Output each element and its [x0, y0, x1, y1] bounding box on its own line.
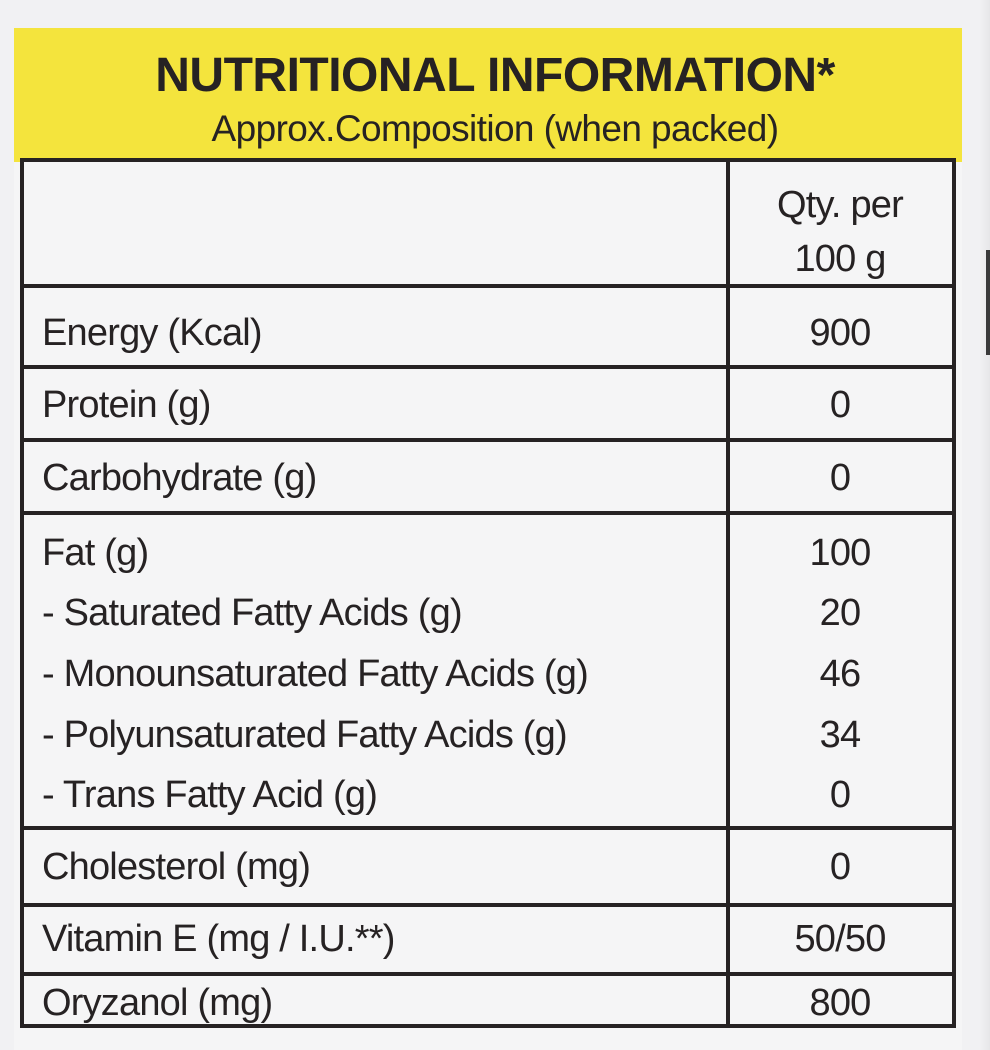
subrow-label-polyunsaturated: - Polyunsaturated Fatty Acids (g) — [42, 714, 568, 756]
subrow-label-saturated: - Saturated Fatty Acids (g) — [42, 592, 463, 634]
row-label-protein: Protein (g) — [42, 384, 211, 426]
right-edge — [980, 0, 990, 1050]
horizontal-divider — [24, 972, 952, 976]
horizontal-divider — [24, 438, 952, 442]
row-value-fat: 100 — [809, 532, 871, 574]
row-label-energy: Energy (Kcal) — [42, 312, 263, 354]
horizontal-divider — [24, 365, 952, 369]
subrow-value-polyunsaturated: 34 — [819, 714, 861, 756]
row-label-vitamin-e: Vitamin E (mg / I.U.**) — [42, 918, 395, 960]
row-value-carbohydrate: 0 — [829, 457, 851, 499]
horizontal-divider — [24, 903, 952, 907]
vertical-divider — [726, 162, 730, 1024]
subrow-value-monounsaturated: 46 — [819, 653, 861, 695]
row-value-protein: 0 — [829, 384, 851, 426]
horizontal-divider — [24, 284, 952, 288]
composition-subtitle: Approx.Composition (when packed) — [211, 108, 780, 149]
horizontal-divider — [24, 826, 952, 830]
row-value-oryzanol: 800 — [809, 982, 871, 1024]
row-label-fat: Fat (g) — [42, 532, 149, 574]
row-value-vitamin-e: 50/50 — [794, 918, 886, 960]
subrow-label-monounsaturated: - Monounsaturated Fatty Acids (g) — [42, 653, 589, 695]
edge-notch — [986, 250, 990, 355]
row-value-cholesterol: 0 — [829, 846, 851, 888]
header-band — [14, 28, 962, 162]
subrow-value-saturated: 20 — [819, 592, 861, 634]
row-value-energy: 900 — [809, 312, 871, 354]
nutrition-table — [20, 158, 956, 1028]
column-header-line-1: Qty. per — [777, 184, 904, 226]
nutrition-title: NUTRITIONAL INFORMATION* — [155, 49, 835, 102]
row-label-carbohydrate: Carbohydrate (g) — [42, 457, 317, 499]
horizontal-divider — [24, 511, 952, 515]
subrow-label-trans: - Trans Fatty Acid (g) — [42, 774, 378, 816]
subrow-value-trans: 0 — [829, 774, 851, 816]
row-label-cholesterol: Cholesterol (mg) — [42, 846, 311, 888]
column-header-line-2: 100 g — [794, 238, 886, 280]
row-label-oryzanol: Oryzanol (mg) — [42, 982, 273, 1024]
